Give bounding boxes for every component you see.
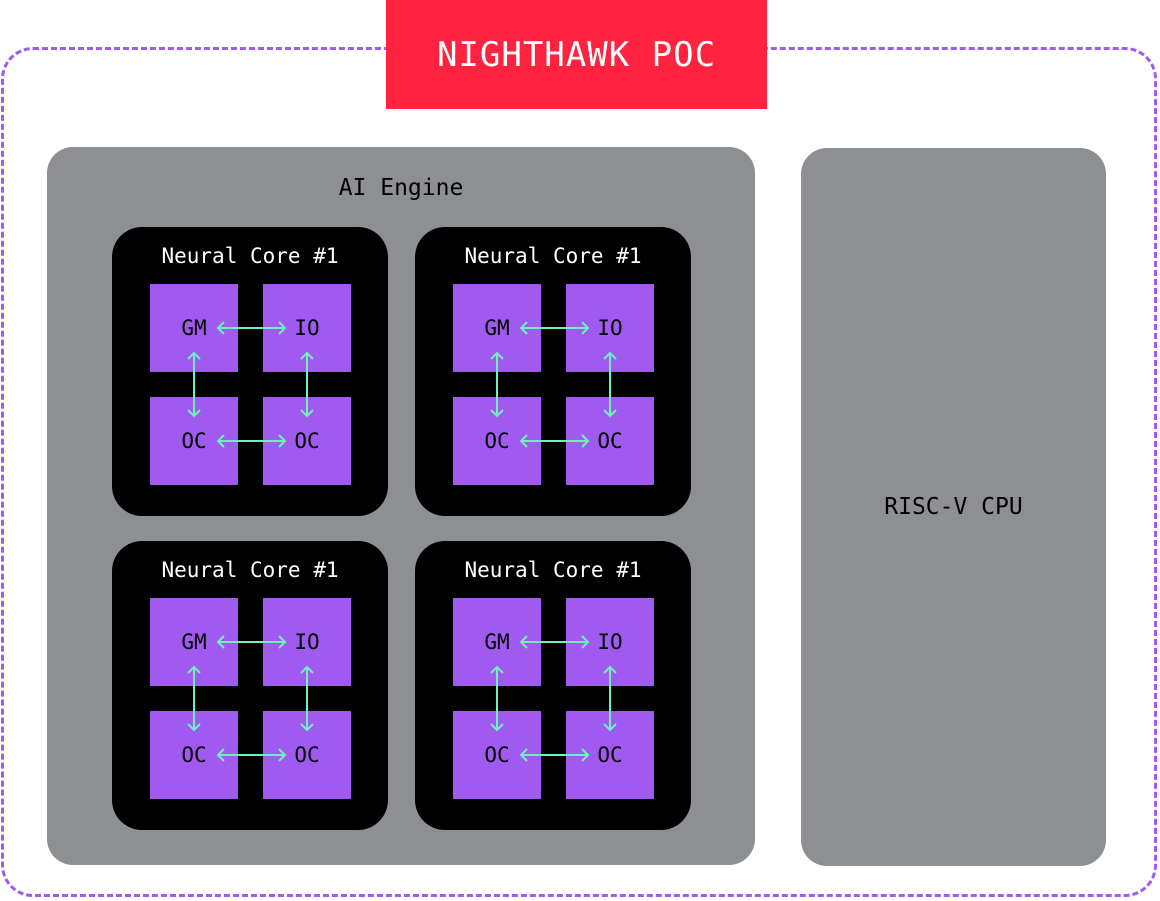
neural-core-title: Neural Core #1 [161, 558, 339, 582]
block-label: OC [484, 429, 510, 453]
neural-core-title: Neural Core #1 [161, 244, 339, 268]
block-label: OC [597, 743, 623, 767]
diagram-title: NIGHTHAWK POC [386, 0, 767, 109]
arrow-io-oc [300, 351, 314, 418]
arrow-io-oc [603, 351, 617, 418]
arrow-gm-oc [490, 665, 504, 732]
block-label: IO [294, 630, 320, 654]
block-label: OC [181, 743, 207, 767]
ai-engine: AI Engine Neural Core #1 GM IO OC OC Neural C… [47, 147, 755, 865]
neural-core-title: Neural Core #1 [464, 558, 642, 582]
arrow-oc-oc [216, 434, 287, 448]
neural-core-title: Neural Core #1 [464, 244, 642, 268]
arrow-oc-oc [216, 748, 287, 762]
block-label: IO [597, 630, 623, 654]
arrow-io-oc [603, 665, 617, 732]
block-label: GM [484, 316, 510, 340]
risc-v-cpu: RISC-V CPU [801, 148, 1106, 866]
block-label: GM [484, 630, 510, 654]
arrow-oc-oc [519, 434, 590, 448]
neural-core: Neural Core #1 GM IO OC OC [415, 541, 691, 830]
arrow-gm-oc [187, 665, 201, 732]
block-label: OC [484, 743, 510, 767]
arrow-io-oc [300, 665, 314, 732]
neural-core: Neural Core #1 GM IO OC OC [112, 227, 388, 516]
neural-core: Neural Core #1 GM IO OC OC [112, 541, 388, 830]
block-label: OC [597, 429, 623, 453]
block-label: OC [294, 429, 320, 453]
neural-core: Neural Core #1 GM IO OC OC [415, 227, 691, 516]
arrow-oc-oc [519, 748, 590, 762]
ai-engine-label: AI Engine [338, 175, 464, 201]
block-label: OC [181, 429, 207, 453]
arrow-gm-io [216, 635, 287, 649]
arrow-gm-io [519, 321, 590, 335]
arrow-gm-oc [490, 351, 504, 418]
arrow-gm-io [519, 635, 590, 649]
block-label: OC [294, 743, 320, 767]
arrow-gm-oc [187, 351, 201, 418]
arrow-gm-io [216, 321, 287, 335]
block-label: IO [597, 316, 623, 340]
block-label: GM [181, 630, 207, 654]
block-label: IO [294, 316, 320, 340]
block-label: GM [181, 316, 207, 340]
cpu-label: RISC-V CPU [884, 494, 1023, 520]
